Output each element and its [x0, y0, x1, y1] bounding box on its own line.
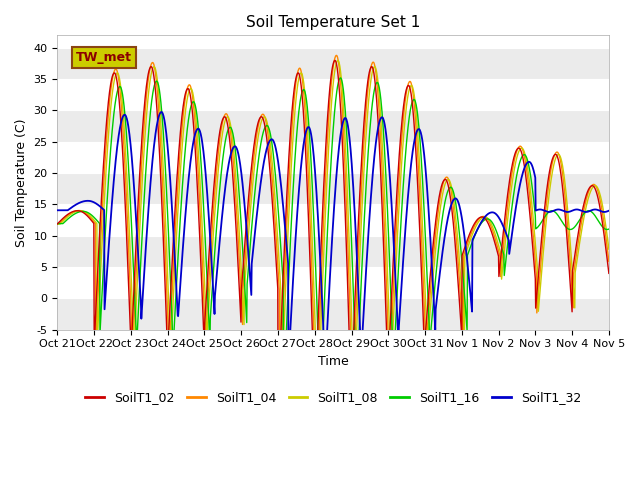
Legend: SoilT1_02, SoilT1_04, SoilT1_08, SoilT1_16, SoilT1_32: SoilT1_02, SoilT1_04, SoilT1_08, SoilT1_…: [81, 386, 586, 409]
Bar: [58, 267, 609, 299]
Bar: [58, 236, 609, 267]
Text: TW_met: TW_met: [76, 51, 132, 64]
Bar: [58, 173, 609, 204]
Bar: [58, 79, 609, 110]
X-axis label: Time: Time: [318, 355, 349, 368]
Title: Soil Temperature Set 1: Soil Temperature Set 1: [246, 15, 420, 30]
Bar: [58, 110, 609, 142]
Bar: [58, 142, 609, 173]
Bar: [58, 204, 609, 236]
Y-axis label: Soil Temperature (C): Soil Temperature (C): [15, 118, 28, 247]
Bar: [58, 299, 609, 330]
Bar: [58, 48, 609, 79]
